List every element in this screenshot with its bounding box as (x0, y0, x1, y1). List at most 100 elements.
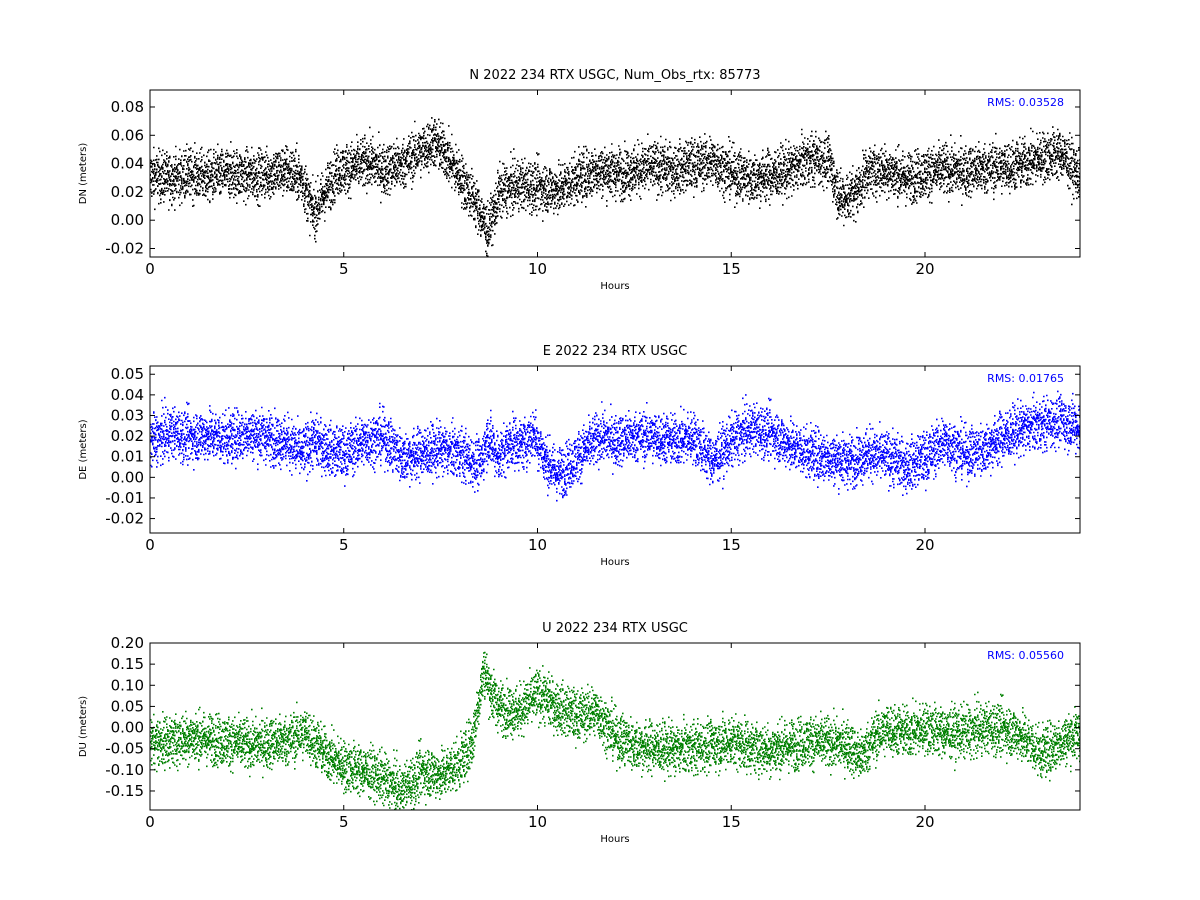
data-point (633, 743, 636, 746)
data-point (323, 751, 326, 754)
data-point (521, 443, 523, 446)
y-tick-label: 0.10 (111, 676, 144, 694)
x-tick-label: 0 (145, 813, 155, 831)
data-point (943, 168, 946, 171)
data-point (459, 760, 461, 763)
y-tick-label: 0.06 (111, 126, 144, 144)
data-point (517, 709, 520, 712)
data-point (865, 169, 868, 172)
data-point (207, 737, 210, 740)
data-point (300, 176, 303, 179)
data-point (575, 713, 578, 716)
data-point (730, 439, 733, 442)
x-tick-label: 20 (915, 813, 934, 831)
data-point (381, 777, 384, 780)
subplot-2: 0 5 10 15 20 -0.02 -0.01 0.00 0.01 0.02 0.03 0.04 0.… (78, 344, 1081, 568)
data-point (168, 739, 171, 742)
rms-value: 0.05560 (1019, 649, 1065, 662)
y-tick-label: 0.20 (111, 634, 144, 652)
data-point (1001, 165, 1004, 168)
data-point (672, 747, 675, 750)
data-point (865, 451, 868, 454)
y-tick-label: 0.00 (111, 211, 144, 229)
data-point (536, 185, 539, 188)
data-point (439, 447, 442, 450)
rms-annotation: RMS: 0.05560 (987, 649, 1064, 662)
data-point (265, 172, 268, 175)
rms-annotation: RMS: 0.03528 (987, 96, 1064, 109)
data-point (443, 151, 446, 154)
x-tick-label: 20 (915, 260, 934, 278)
data-point (1040, 155, 1043, 158)
data-point (982, 447, 985, 450)
rms-value: 0.03528 (1019, 96, 1065, 109)
subplot-title: E 2022 234 RTX USGC (543, 344, 688, 359)
data-points (150, 651, 1080, 810)
data-point (710, 743, 713, 746)
data-point (555, 188, 558, 191)
data-point (838, 197, 841, 200)
data-point (854, 190, 857, 193)
x-tick-label: 10 (528, 260, 547, 278)
data-point (827, 741, 830, 744)
x-tick-label: 15 (722, 260, 741, 278)
data-point (633, 168, 636, 171)
data-point (885, 726, 888, 729)
data-point (245, 173, 248, 176)
data-point (594, 168, 597, 171)
data-point (962, 730, 965, 733)
y-tick-label: 0.01 (111, 448, 144, 466)
x-tick-label: 0 (145, 536, 155, 554)
data-point (652, 745, 655, 748)
rms-annotation: RMS: 0.01765 (987, 372, 1064, 385)
data-point (769, 747, 771, 750)
data-point (885, 168, 888, 171)
data-point (207, 175, 210, 178)
data-point (478, 463, 481, 466)
x-tick-label: 15 (722, 813, 741, 831)
data-point (400, 162, 403, 165)
subplot-3: 0 5 10 15 20 -0.15 -0.10 -0.05 0.00 0.05 0.10 0.15 0… (78, 621, 1081, 845)
y-tick-label: 0.00 (111, 468, 144, 486)
data-point (885, 455, 888, 458)
scatter-cloud (150, 390, 1080, 502)
x-tick-label: 10 (528, 536, 547, 554)
data-point (858, 756, 861, 759)
data-point (362, 768, 365, 771)
data-point (982, 166, 985, 169)
data-point (749, 426, 752, 429)
data-point (486, 435, 489, 438)
data-point (672, 439, 675, 442)
y-tick-label: 0.15 (111, 655, 144, 673)
data-point (904, 463, 907, 466)
data-point (342, 451, 345, 454)
data-point (265, 435, 268, 438)
data-point (350, 165, 353, 168)
data-point (474, 202, 477, 205)
data-point (207, 433, 210, 436)
data-point (490, 692, 492, 695)
data-point (924, 455, 926, 458)
data-point (486, 230, 489, 233)
y-tick-label: 0.02 (111, 183, 144, 201)
data-point (431, 139, 434, 142)
y-axis-label: DE (meters) (78, 419, 89, 479)
data-point (788, 743, 791, 746)
data-point (509, 439, 512, 442)
data-point (924, 726, 926, 729)
axes-frame (149, 642, 1081, 811)
data-point (807, 156, 810, 159)
y-tick-label: 0.04 (111, 155, 144, 173)
data-point (827, 455, 830, 458)
data-point (1020, 162, 1023, 165)
x-tick-label: 5 (339, 260, 349, 278)
y-tick-label: 0.05 (111, 697, 144, 715)
data-point (943, 439, 946, 442)
data-point (342, 764, 345, 767)
data-point (381, 435, 384, 438)
data-point (366, 159, 368, 162)
y-tick-label: -0.02 (105, 240, 144, 258)
rms-label: RMS: (987, 649, 1018, 662)
data-points (150, 117, 1080, 257)
